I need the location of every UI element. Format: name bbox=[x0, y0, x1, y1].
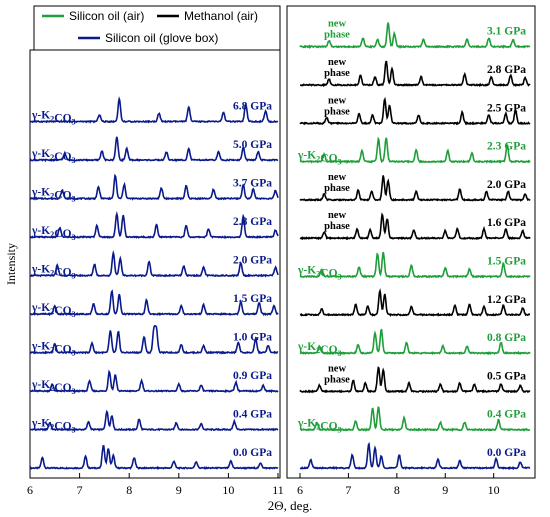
phase-label: γ-K2CO3 bbox=[31, 148, 76, 165]
xrd-pattern-6-8-GPa bbox=[29, 96, 278, 124]
phase-label: γ-K2CO3 bbox=[297, 265, 342, 282]
pressure-label: 3.7 GPa bbox=[233, 178, 272, 190]
xrd-pattern-1-5-GPa bbox=[299, 251, 531, 279]
xrd-pattern-1-2-GPa bbox=[299, 287, 530, 317]
xrd-pattern-1-6-GPa bbox=[299, 212, 531, 241]
legend: Silicon oil (air) Methanol (air) Silicon o… bbox=[33, 5, 281, 51]
phase-label: γ-K2CO3 bbox=[297, 341, 342, 358]
pressure-label: 0.0 GPa bbox=[487, 447, 526, 459]
phase-label: γ-K2CO3 bbox=[31, 187, 76, 204]
phase-label: γ-K2CO3 bbox=[297, 150, 342, 167]
y-axis-label: Intensity bbox=[4, 243, 18, 285]
legend-label: Silicon oil (air) bbox=[69, 9, 144, 23]
x-tick-label: 7 bbox=[345, 483, 351, 497]
phase-label: γ-K2CO3 bbox=[31, 418, 76, 435]
pressure-label: 2.8 GPa bbox=[487, 64, 526, 76]
xrd-pattern-5-0-GPa bbox=[29, 136, 279, 163]
pressure-label: 0.5 GPa bbox=[487, 370, 526, 382]
pressure-label: 0.9 GPa bbox=[233, 370, 272, 382]
xrd-pattern-1-0-GPa bbox=[29, 324, 279, 355]
xrd-pattern-2-5-GPa bbox=[299, 96, 531, 126]
pressure-label: 1.5 GPa bbox=[487, 256, 526, 268]
pressure-label: 0.0 GPa bbox=[233, 447, 272, 459]
phase-label: new phase bbox=[324, 19, 350, 41]
phase-label: new phase bbox=[324, 363, 350, 385]
legend-label: Methanol (air) bbox=[184, 9, 258, 23]
pressure-label: 2.5 GPa bbox=[487, 102, 526, 114]
phase-label: γ-K2CO3 bbox=[31, 302, 76, 319]
x-tick-label: 10 bbox=[222, 483, 234, 497]
pressure-label: 1.2 GPa bbox=[487, 294, 526, 306]
xrd-pattern-0-4-GPa bbox=[29, 409, 279, 432]
pressure-label: 0.4 GPa bbox=[487, 409, 526, 421]
xrd-pattern-2-8-GPa bbox=[300, 60, 531, 88]
chart-panel-1: 6 7 8 9 10 11 0.0 GPa 0.4 GPa γ-K2CO3 0.9 GPa γ-K2… bbox=[4, 96, 312, 513]
pressure-label: 5.0 GPa bbox=[233, 139, 272, 151]
phase-label: new phase bbox=[324, 210, 350, 232]
x-tick-label: 8 bbox=[126, 483, 132, 497]
phase-label: γ-K2CO3 bbox=[31, 341, 76, 358]
x-tick-label: 10 bbox=[488, 483, 500, 497]
pressure-label: 3.1 GPa bbox=[487, 26, 526, 38]
x-tick-label: 6 bbox=[297, 483, 303, 497]
x-axis-label: 2Θ, deg. bbox=[268, 498, 312, 513]
pressure-label: 2.3 GPa bbox=[487, 141, 526, 153]
pressure-label: 6.8 GPa bbox=[233, 101, 272, 113]
pressure-label: 1.0 GPa bbox=[233, 332, 272, 344]
x-tick-label: 8 bbox=[394, 483, 400, 497]
phase-label: γ-K2CO3 bbox=[31, 264, 76, 281]
x-tick-label: 7 bbox=[77, 483, 83, 497]
xrd-pattern-2-3-GPa bbox=[299, 136, 531, 164]
chart-panel-2: 6 7 8 9 10 0.0 GPa 0.4 GPa γ-K2CO3 0.5 GPa new pha… bbox=[297, 19, 531, 497]
phase-label: new phase bbox=[324, 57, 350, 79]
pressure-label: 0.8 GPa bbox=[487, 332, 526, 344]
xrd-pattern-0-5-GPa bbox=[299, 366, 531, 394]
legend-label: Silicon oil (glove box) bbox=[105, 31, 218, 45]
phase-label: γ-K2CO3 bbox=[31, 379, 76, 396]
x-tick-label: 11 bbox=[272, 483, 284, 497]
pressure-label: 2.8 GPa bbox=[233, 216, 272, 228]
xrd-pattern-0-4-GPa bbox=[299, 405, 531, 432]
x-tick-label: 9 bbox=[176, 483, 182, 497]
panel-frame-2 bbox=[286, 5, 536, 479]
x-tick-label: 6 bbox=[27, 483, 33, 497]
xrd-pattern-0-8-GPa bbox=[299, 328, 531, 356]
pressure-label: 2.0 GPa bbox=[487, 179, 526, 191]
xrd-pattern-3-1-GPa bbox=[299, 22, 531, 50]
pressure-label: 1.5 GPa bbox=[233, 293, 272, 305]
xrd-pattern-3-7-GPa bbox=[29, 173, 279, 201]
xrd-pattern-1-5-GPa bbox=[29, 289, 279, 317]
phase-label: new phase bbox=[324, 95, 350, 117]
phase-label: γ-K2CO3 bbox=[31, 225, 76, 242]
phase-label: γ-K2CO3 bbox=[297, 418, 342, 435]
phase-label: γ-K2CO3 bbox=[31, 110, 76, 127]
pressure-label: 1.6 GPa bbox=[487, 217, 526, 229]
pressure-label: 0.4 GPa bbox=[233, 409, 272, 421]
xrd-pattern-2-0-GPa bbox=[29, 249, 279, 278]
xrd-pattern-2-8-GPa bbox=[29, 210, 279, 239]
pressure-label: 2.0 GPa bbox=[233, 255, 272, 267]
xrd-pattern-0-9-GPa bbox=[29, 369, 279, 394]
xrd-pattern-2-0-GPa bbox=[299, 175, 531, 202]
legend-frame bbox=[33, 5, 281, 51]
x-tick-label: 9 bbox=[442, 483, 448, 497]
phase-label: new phase bbox=[324, 172, 350, 194]
xrd-pattern-0-0-GPa bbox=[29, 444, 279, 471]
xrd-pattern-0-0-GPa bbox=[299, 441, 531, 471]
